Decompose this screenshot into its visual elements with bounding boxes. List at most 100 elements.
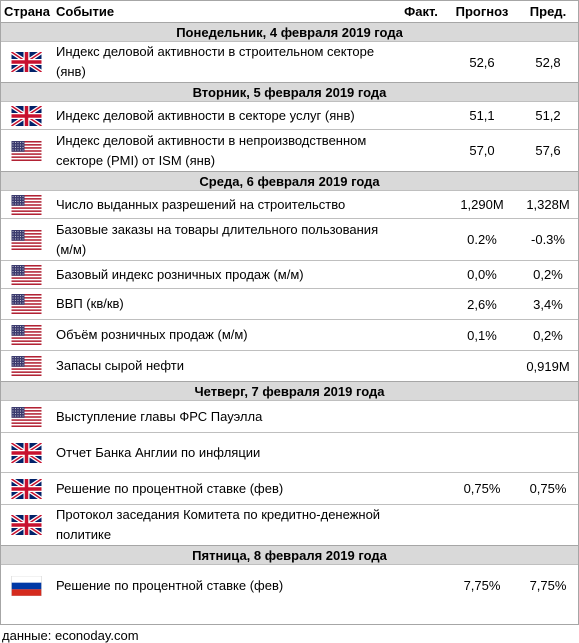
day-header-row: Понедельник, 4 февраля 2019 года	[0, 22, 579, 42]
day-header-row: Пятница, 8 февраля 2019 года	[0, 545, 579, 565]
actual-value	[395, 218, 447, 261]
actual-value	[395, 288, 447, 320]
forecast-value: 0.2%	[447, 218, 517, 261]
event-row: Решение по процентной ставке (фев) 7,75% 7…	[0, 564, 579, 607]
event-name: Решение по процентной ставке (фев)	[52, 472, 395, 505]
previous-value: -0.3%	[517, 218, 579, 261]
actual-value	[395, 432, 447, 473]
actual-value	[395, 41, 447, 83]
day-title: Пятница, 8 февраля 2019 года	[0, 545, 579, 565]
country-cell	[0, 504, 52, 546]
previous-value: 7,75%	[517, 564, 579, 607]
event-name: Индекс деловой активности в непроизводст…	[52, 129, 395, 172]
event-name: Выступление главы ФРС Пауэлла	[52, 400, 395, 433]
event-row: Индекс деловой активности в строительном…	[0, 41, 579, 83]
uk-flag-icon	[10, 105, 42, 126]
forecast-value: 0,0%	[447, 260, 517, 289]
country-cell	[0, 350, 52, 382]
country-cell	[0, 190, 52, 219]
country-cell	[0, 288, 52, 320]
ru-flag-icon	[10, 575, 42, 596]
actual-value	[395, 129, 447, 172]
event-row: Запасы сырой нефти 0,919M	[0, 350, 579, 382]
previous-value: 57,6	[517, 129, 579, 172]
actual-value	[395, 319, 447, 351]
header-event: Событие	[52, 0, 395, 23]
day-title: Среда, 6 февраля 2019 года	[0, 171, 579, 191]
previous-value: 0,2%	[517, 260, 579, 289]
previous-value: 0,75%	[517, 472, 579, 505]
event-name: Базовые заказы на товары длительного пол…	[52, 218, 395, 261]
header-actual: Факт.	[395, 0, 447, 23]
us-flag-icon	[11, 264, 42, 285]
forecast-value	[447, 504, 517, 546]
event-row: Объём розничных продаж (м/м) 0,1% 0,2%	[0, 319, 579, 351]
country-cell	[0, 101, 52, 130]
us-flag-icon	[11, 194, 42, 215]
forecast-value: 51,1	[447, 101, 517, 130]
country-cell	[0, 218, 52, 261]
day-header-row: Вторник, 5 февраля 2019 года	[0, 82, 579, 102]
us-flag-icon	[11, 229, 42, 250]
event-name: Запасы сырой нефти	[52, 350, 395, 382]
event-row: Отчет Банка Англии по инфляции	[0, 432, 579, 473]
day-header-row: Четверг, 7 февраля 2019 года	[0, 381, 579, 401]
forecast-value: 7,75%	[447, 564, 517, 607]
forecast-value	[447, 350, 517, 382]
actual-value	[395, 101, 447, 130]
previous-value: 0,919M	[517, 350, 579, 382]
event-name: ВВП (кв/кв)	[52, 288, 395, 320]
country-cell	[0, 129, 52, 172]
actual-value	[395, 564, 447, 607]
event-row: Решение по процентной ставке (фев) 0,75% 0…	[0, 472, 579, 505]
country-cell	[0, 564, 52, 607]
previous-value: 0,2%	[517, 319, 579, 351]
event-row: Протокол заседания Комитета по кредитно-…	[0, 504, 579, 546]
forecast-value: 52,6	[447, 41, 517, 83]
us-flag-icon	[11, 356, 42, 376]
actual-value	[395, 400, 447, 433]
country-cell	[0, 319, 52, 351]
actual-value	[395, 190, 447, 219]
day-title: Вторник, 5 февраля 2019 года	[0, 82, 579, 102]
forecast-value	[447, 432, 517, 473]
header-previous: Пред.	[517, 0, 579, 23]
event-row: Базовый индекс розничных продаж (м/м) 0,0…	[0, 260, 579, 289]
calendar-table: Страна Событие Факт. Прогноз Пред. Понед…	[0, 0, 579, 607]
previous-value	[517, 400, 579, 433]
event-row: Индекс деловой активности в секторе услу…	[0, 101, 579, 130]
previous-value: 1,328M	[517, 190, 579, 219]
event-name: Число выданных разрешений на строительст…	[52, 190, 395, 219]
country-cell	[0, 432, 52, 473]
actual-value	[395, 260, 447, 289]
previous-value	[517, 432, 579, 473]
day-header-row: Среда, 6 февраля 2019 года	[0, 171, 579, 191]
uk-flag-icon	[10, 52, 42, 72]
uk-flag-icon	[10, 515, 42, 535]
event-row: Индекс деловой активности в непроизводст…	[0, 129, 579, 172]
forecast-value: 0,75%	[447, 472, 517, 505]
us-flag-icon	[11, 406, 42, 427]
event-name: Решение по процентной ставке (фев)	[52, 564, 395, 607]
event-row: Выступление главы ФРС Пауэлла	[0, 400, 579, 433]
forecast-value: 0,1%	[447, 319, 517, 351]
us-flag-icon	[11, 325, 42, 345]
country-cell	[0, 260, 52, 289]
header-row: Страна Событие Факт. Прогноз Пред.	[0, 0, 579, 23]
actual-value	[395, 504, 447, 546]
forecast-value: 2,6%	[447, 288, 517, 320]
event-name: Базовый индекс розничных продаж (м/м)	[52, 260, 395, 289]
uk-flag-icon	[10, 478, 42, 499]
country-cell	[0, 472, 52, 505]
event-name: Протокол заседания Комитета по кредитно-…	[52, 504, 395, 546]
uk-flag-icon	[10, 442, 42, 463]
event-name: Индекс деловой активности в секторе услу…	[52, 101, 395, 130]
previous-value	[517, 504, 579, 546]
event-name: Индекс деловой активности в строительном…	[52, 41, 395, 83]
header-country: Страна	[0, 0, 52, 23]
actual-value	[395, 350, 447, 382]
forecast-value: 57,0	[447, 129, 517, 172]
us-flag-icon	[11, 140, 42, 161]
forecast-value	[447, 400, 517, 433]
